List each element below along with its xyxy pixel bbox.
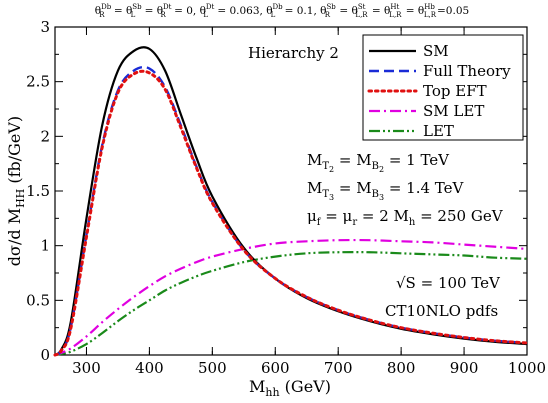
x-tick-label: 700 (324, 359, 353, 377)
y-tick-label: 0.5 (26, 291, 50, 309)
x-tick-label: 500 (198, 359, 227, 377)
mass-annotation-1: MT2 = MB2 = 1 TeV (307, 151, 450, 174)
y-tick-label: 1.5 (26, 182, 50, 200)
x-tick-label: 600 (261, 359, 290, 377)
legend-box (362, 34, 524, 141)
series-curves (53, 46, 529, 357)
hierarchy-label: Hierarchy 2 (248, 44, 339, 62)
legend: SM Full Theory Top EFT SM LET LET (362, 34, 524, 141)
tick-labels: 300 400 500 600 700 800 900 1000 0 0.5 1 1.5 2 2.5 3 (26, 18, 546, 377)
legend-label: SM (423, 42, 449, 60)
x-axis-label: Mhh (GeV) (249, 377, 331, 399)
x-tick-label: 400 (135, 359, 164, 377)
x-tick-label: 1000 (508, 359, 546, 377)
y-tick-label: 2 (40, 127, 50, 145)
top-note: θDb R = θSb L = θDt R = 0, θDt L = 0.063, θD… (95, 3, 469, 19)
pdf-annotation: CT10NLO pdfs (385, 302, 498, 320)
y-axis-label: dσ/d MHH (fb/GeV) (5, 116, 27, 266)
x-tick-label: 300 (72, 359, 101, 377)
energy-annotation: √S = 100 TeV (396, 274, 501, 292)
y-tick-label: 3 (40, 18, 50, 36)
legend-label: Top EFT (423, 82, 487, 100)
series-line-top-eft (53, 69, 529, 357)
y-tick-label: 1 (40, 237, 50, 255)
legend-label: Full Theory (423, 62, 511, 80)
y-tick-label: 0 (40, 346, 50, 364)
legend-label: SM LET (423, 102, 484, 120)
x-tick-label: 900 (450, 359, 479, 377)
x-tick-label: 800 (387, 359, 416, 377)
legend-label: LET (423, 122, 454, 140)
series-line-sm-let (54, 238, 528, 357)
scale-annotation: μf = μr = 2 Mh = 250 GeV (307, 207, 504, 228)
series-line-let (54, 250, 528, 357)
axis-ticks (55, 26, 528, 356)
y-tick-label: 2.5 (26, 73, 50, 91)
mass-annotation-2: MT3 = MB3 = 1.4 TeV (307, 179, 464, 202)
